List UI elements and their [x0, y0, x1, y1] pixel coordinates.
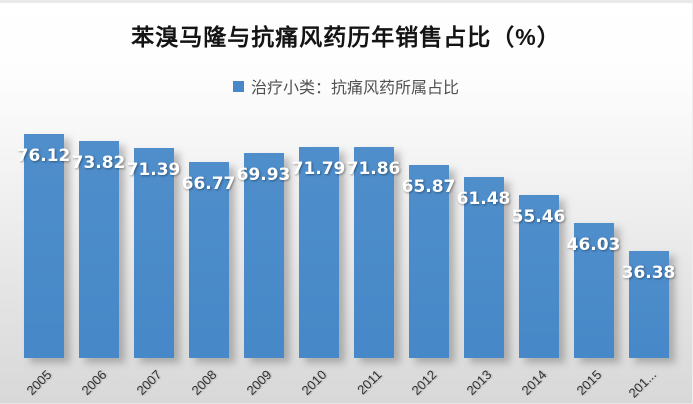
- bar-column: 76.12: [16, 123, 71, 358]
- x-tick-label: 2005: [23, 367, 55, 399]
- legend-swatch-icon: [232, 80, 244, 92]
- bar-value-label: 73.82: [71, 153, 126, 173]
- bar: 65.87: [402, 165, 455, 358]
- bar-value-label: 71.39: [126, 160, 181, 180]
- bar-value-label: 76.12: [16, 146, 71, 166]
- bar-column: 71.39: [126, 123, 181, 358]
- bar-column: 71.86: [346, 123, 401, 358]
- bar: 61.48: [457, 177, 510, 358]
- x-tick-label: 2015: [573, 367, 605, 399]
- x-axis-cell: 2011: [346, 358, 401, 403]
- bar-column: 36.38: [621, 123, 676, 358]
- x-axis-cell: 2008: [181, 358, 236, 403]
- bar-value-label: 66.77: [181, 174, 236, 194]
- bar-value-label: 71.79: [291, 159, 346, 179]
- bar: 71.86: [347, 147, 400, 358]
- x-axis-cell: 2005: [16, 358, 71, 403]
- x-tick-label: 2010: [298, 367, 330, 399]
- bar-value-label: 71.86: [346, 159, 401, 179]
- bar: 76.12: [17, 134, 70, 358]
- x-axis-cell: 2013: [456, 358, 511, 403]
- x-tick-label: 2013: [463, 367, 495, 399]
- legend: 治疗小类：抗痛风药所属占比: [0, 74, 692, 98]
- bar-value-label: 61.48: [456, 189, 511, 209]
- bar-value-label: 69.93: [236, 165, 291, 185]
- x-tick-label: 2006: [78, 367, 110, 399]
- x-axis-cell: 2007: [126, 358, 181, 403]
- bar: 71.79: [292, 147, 345, 358]
- x-axis-row: 2005 2006 2007 2008 2009 2010 2011 2012 2013 2014…: [16, 358, 676, 403]
- x-axis-cell: 201...: [621, 358, 676, 403]
- x-axis-cell: 2010: [291, 358, 346, 403]
- chart-title: 苯溴马隆与抗痛风药历年销售占比（%）: [131, 24, 561, 50]
- bar-value-label: 46.03: [566, 235, 621, 255]
- bar-column: 55.46: [511, 123, 566, 358]
- bar: 71.39: [127, 148, 180, 358]
- bar-value-label: 36.38: [621, 263, 676, 283]
- x-axis-cell: 2012: [401, 358, 456, 403]
- x-axis-cell: 2015: [566, 358, 621, 403]
- plot-area: 76.12 73.82 71.39 66.77 69.93 71.79 71.86 65.87…: [16, 123, 676, 403]
- x-axis-cell: 2014: [511, 358, 566, 403]
- bar: 66.77: [182, 162, 235, 358]
- x-axis-cell: 2009: [236, 358, 291, 403]
- bar-column: 61.48: [456, 123, 511, 358]
- x-tick-label: 2008: [188, 367, 220, 399]
- bar: 36.38: [622, 251, 675, 358]
- bars-row: 76.12 73.82 71.39 66.77 69.93 71.79 71.86 65.87…: [16, 123, 676, 358]
- x-tick-label: 2012: [408, 367, 440, 399]
- x-axis-cell: 2006: [71, 358, 126, 403]
- bar-column: 73.82: [71, 123, 126, 358]
- bar: 55.46: [512, 195, 565, 358]
- bar-column: 46.03: [566, 123, 621, 358]
- bar-value-label: 65.87: [401, 177, 456, 197]
- x-tick-label: 2011: [353, 367, 385, 398]
- x-tick-label: 2009: [243, 367, 275, 399]
- bar: 46.03: [567, 223, 620, 358]
- bar-column: 69.93: [236, 123, 291, 358]
- bar-column: 65.87: [401, 123, 456, 358]
- x-tick-label: 201...: [625, 367, 660, 401]
- bar-column: 66.77: [181, 123, 236, 358]
- bar-column: 71.79: [291, 123, 346, 358]
- bar: 73.82: [72, 141, 125, 358]
- legend-label: 治疗小类：抗痛风药所属占比: [250, 80, 459, 97]
- bar-value-label: 55.46: [511, 207, 566, 227]
- bar: 69.93: [237, 153, 290, 358]
- x-tick-label: 2007: [133, 367, 165, 399]
- x-tick-label: 2014: [518, 367, 550, 399]
